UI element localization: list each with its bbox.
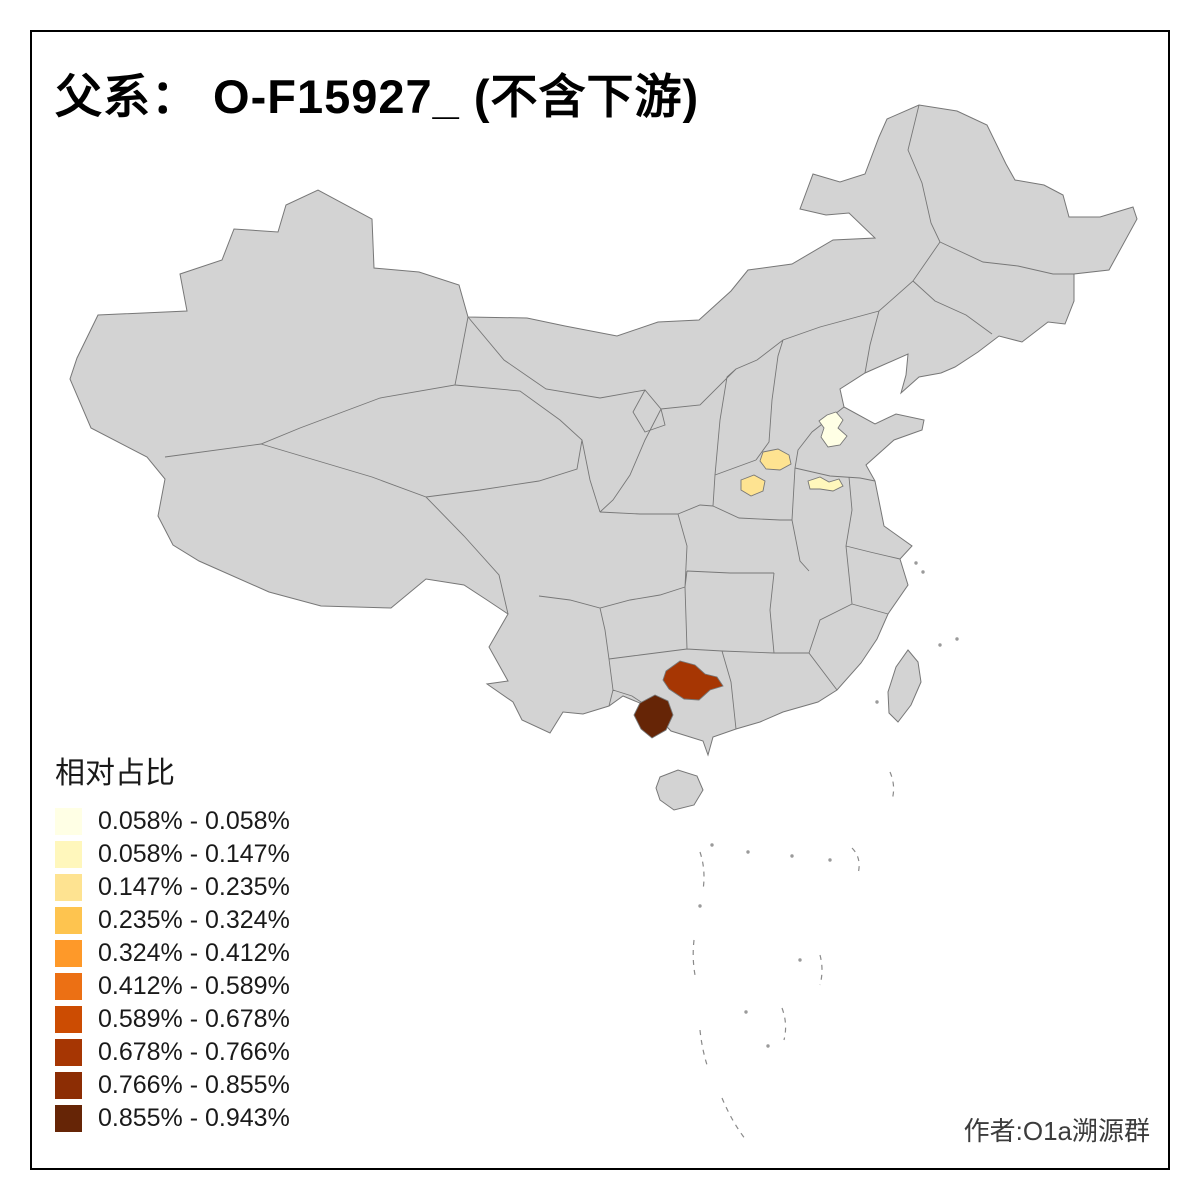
small-islands xyxy=(698,561,959,1048)
legend-item: 0.058% - 0.058% xyxy=(55,807,290,835)
highlight-region-4 xyxy=(807,476,844,492)
legend-item: 0.147% - 0.235% xyxy=(55,873,290,901)
highlight-region-6 xyxy=(633,694,674,739)
province-borders xyxy=(164,104,1074,730)
legend-label: 0.147% - 0.235% xyxy=(98,873,290,901)
legend-swatch xyxy=(55,907,82,934)
highlight-region-1 xyxy=(818,411,848,448)
legend-swatch xyxy=(55,1105,82,1132)
legend-label: 0.766% - 0.855% xyxy=(98,1071,290,1099)
legend-item: 0.324% - 0.412% xyxy=(55,939,290,967)
legend-item: 0.766% - 0.855% xyxy=(55,1071,290,1099)
legend-label: 0.589% - 0.678% xyxy=(98,1005,290,1033)
legend-label: 0.324% - 0.412% xyxy=(98,939,290,967)
china-mainland-shape xyxy=(69,104,1138,757)
legend-label: 0.412% - 0.589% xyxy=(98,972,290,1000)
legend-label: 0.678% - 0.766% xyxy=(98,1038,290,1066)
nine-dash-line xyxy=(692,771,895,1141)
highlight-region-3 xyxy=(740,474,766,497)
legend-label: 0.058% - 0.147% xyxy=(98,840,290,868)
legend-swatch xyxy=(55,973,82,1000)
legend-item: 0.235% - 0.324% xyxy=(55,906,290,934)
legend-item: 0.412% - 0.589% xyxy=(55,972,290,1000)
highlight-region-2 xyxy=(759,448,792,471)
author-credit: 作者:O1a溯源群 xyxy=(963,1116,1150,1146)
map-title: 父系： O-F15927_ (不含下游) xyxy=(55,70,700,123)
legend-swatch xyxy=(55,1006,82,1033)
legend-swatch xyxy=(55,1072,82,1099)
highlight-region-5 xyxy=(662,660,724,701)
legend-item: 0.058% - 0.147% xyxy=(55,840,290,868)
legend-swatch xyxy=(55,1039,82,1066)
legend-title: 相对占比 xyxy=(55,757,175,790)
hainan-island-shape xyxy=(655,769,704,811)
legend-swatch xyxy=(55,874,82,901)
legend-label: 0.235% - 0.324% xyxy=(98,906,290,934)
legend: 相对占比 0.058% - 0.058% 0.058% - 0.147% 0.1… xyxy=(55,748,290,1138)
legend-item: 0.855% - 0.943% xyxy=(55,1104,290,1132)
legend-label: 0.058% - 0.058% xyxy=(98,807,290,835)
legend-item: 0.678% - 0.766% xyxy=(55,1038,290,1066)
legend-swatch xyxy=(55,841,82,868)
taiwan-island-shape xyxy=(887,649,922,723)
legend-swatch xyxy=(55,940,82,967)
legend-swatch xyxy=(55,808,82,835)
legend-item: 0.589% - 0.678% xyxy=(55,1005,290,1033)
legend-label: 0.855% - 0.943% xyxy=(98,1104,290,1132)
